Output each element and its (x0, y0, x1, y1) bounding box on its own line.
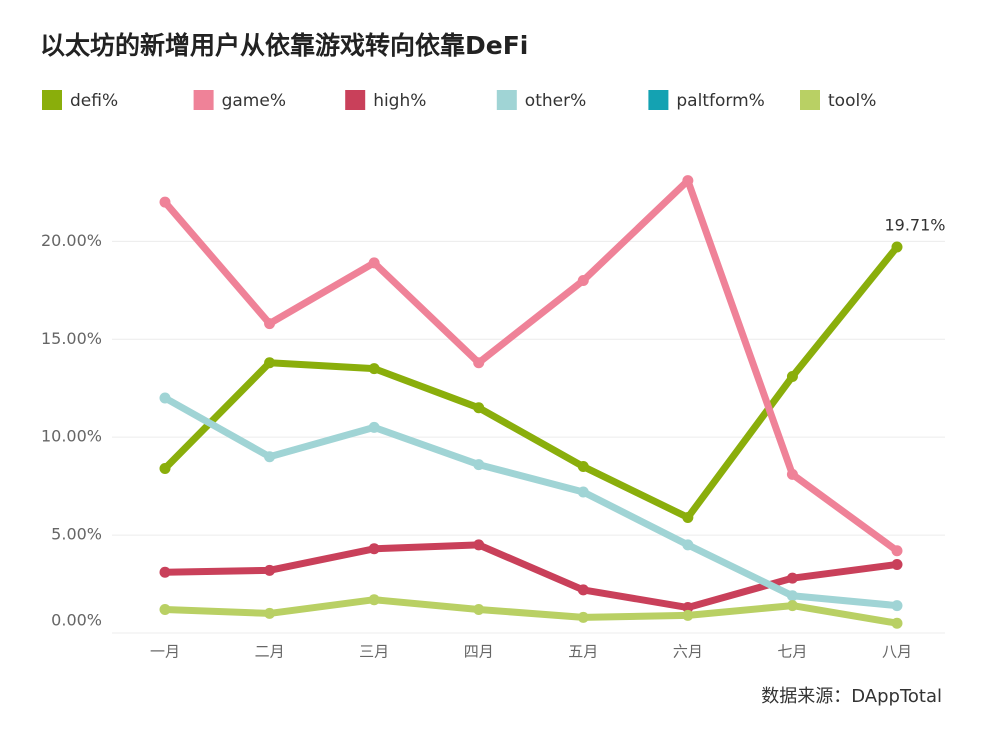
legend-label: game% (222, 91, 286, 111)
data-point (368, 543, 380, 555)
data-point (682, 609, 694, 621)
x-tick-label: 六月 (673, 643, 703, 661)
legend-label: tool% (828, 91, 876, 111)
data-point (682, 539, 694, 551)
data-point (786, 572, 798, 584)
series-line (161, 394, 901, 610)
data-point (264, 451, 276, 463)
chart-title: 以太坊的新增用户从依靠游戏转向依靠DeFi (40, 31, 528, 60)
legend-swatch (496, 90, 517, 110)
data-point (473, 539, 485, 551)
data-point (264, 607, 276, 619)
data-point (473, 459, 485, 471)
data-label: 19.71% (884, 216, 945, 235)
data-point (368, 257, 380, 269)
data-point (786, 468, 798, 480)
data-point (264, 357, 276, 369)
legend-swatch (800, 90, 820, 110)
data-point (786, 370, 798, 382)
y-tick-label: 20.00% (41, 231, 102, 250)
legend-label: other% (525, 91, 586, 111)
data-point (891, 558, 903, 570)
y-tick-label: 0.00% (51, 611, 102, 630)
data-point (891, 545, 903, 557)
series-line (161, 541, 901, 612)
data-point (159, 604, 171, 615)
y-tick-label: 5.00% (51, 525, 102, 544)
data-point (159, 463, 171, 474)
data-point (159, 392, 171, 404)
y-tick-label: 10.00% (41, 427, 102, 446)
data-point (786, 600, 798, 612)
data-point (577, 461, 589, 473)
series-line (161, 596, 901, 627)
data-point (264, 564, 276, 576)
data-point (368, 363, 380, 375)
data-point (786, 590, 798, 602)
data-point (368, 594, 380, 606)
x-tick-label: 二月 (255, 643, 285, 661)
data-point (159, 566, 171, 578)
x-tick-label: 四月 (464, 643, 494, 661)
data-point (159, 196, 171, 208)
data-point (577, 584, 589, 596)
series-line (161, 243, 901, 521)
series-line (161, 177, 901, 555)
x-tick-label: 一月 (150, 643, 180, 661)
data-point (891, 617, 903, 629)
source-note: 数据来源：DAppTotal (761, 686, 942, 707)
y-tick-label: 15.00% (41, 329, 102, 348)
data-point (891, 241, 903, 253)
data-point (264, 318, 276, 330)
legend-swatch (42, 90, 62, 110)
data-point (473, 357, 485, 369)
legend-label: high% (373, 91, 426, 111)
x-tick-label: 七月 (777, 643, 807, 661)
data-point (682, 602, 694, 614)
data-point (891, 600, 903, 612)
data-point (473, 604, 485, 615)
data-point (368, 421, 380, 433)
data-point (577, 275, 589, 286)
data-point (577, 486, 589, 498)
x-tick-label: 五月 (568, 643, 598, 661)
legend-swatch (648, 90, 669, 110)
legend-swatch (193, 90, 214, 110)
data-point (682, 175, 694, 187)
legend-swatch (345, 90, 366, 110)
legend-label: paltform% (676, 91, 764, 111)
x-tick-label: 八月 (882, 643, 912, 661)
data-point (682, 511, 694, 523)
data-point (577, 611, 589, 623)
legend-label: defi% (70, 91, 118, 111)
x-tick-label: 三月 (359, 643, 389, 661)
data-point (473, 402, 485, 414)
